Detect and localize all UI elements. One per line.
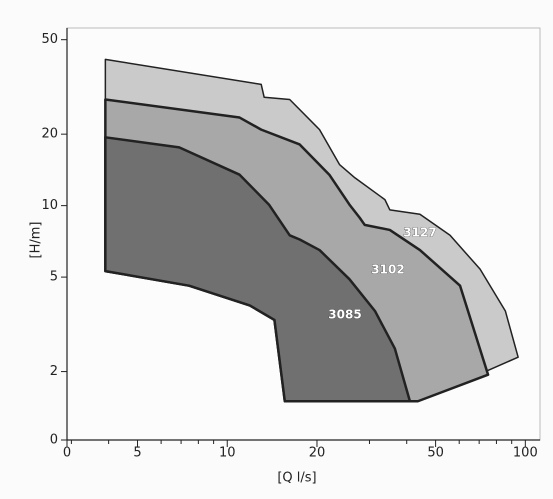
y-tick-label: 2 [50, 364, 58, 379]
x-tick-label: 100 [513, 446, 538, 461]
y-axis-label: [H/m] [29, 222, 44, 259]
y-tick-label: 0 [50, 433, 58, 448]
x-axis-label: [Q l/s] [277, 471, 316, 486]
series-label: 3127 [403, 226, 436, 240]
series-label: 3085 [328, 308, 361, 322]
x-tick-label: 50 [427, 446, 444, 461]
y-tick-label: 10 [41, 198, 58, 213]
x-tick-label: 10 [219, 446, 236, 461]
area-region [104, 136, 412, 403]
x-tick-label: 20 [309, 446, 326, 461]
series-label: 3102 [371, 263, 404, 277]
y-tick-label: 50 [41, 32, 58, 47]
y-tick-label: 5 [50, 270, 58, 285]
x-tick-label: 5 [133, 446, 141, 461]
y-tick-label: 20 [41, 127, 58, 142]
x-tick-label: 0 [63, 446, 71, 461]
